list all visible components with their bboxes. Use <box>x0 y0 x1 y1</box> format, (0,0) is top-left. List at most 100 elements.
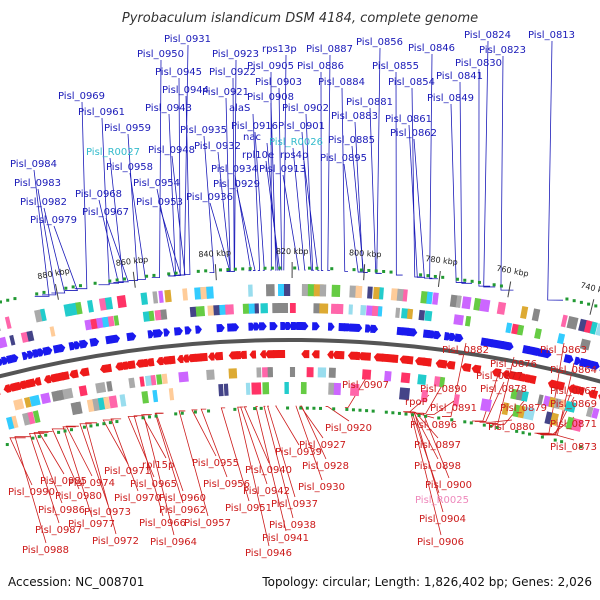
gene-label-top[interactable]: Pisl_0950 <box>137 49 184 60</box>
gene-label-bottom[interactable]: Pisl_0879 <box>500 403 547 414</box>
gene-label-bottom[interactable]: Pisl_0970 <box>114 493 161 504</box>
gene-label-bottom[interactable]: Pisl_0880 <box>488 422 535 433</box>
gene-label-bottom[interactable]: Pisl_0940 <box>245 465 292 476</box>
gene-label-bottom[interactable]: Pisl_0957 <box>184 518 231 529</box>
gene-label-top[interactable]: Pisl_0969 <box>58 91 105 102</box>
gene-label-bottom[interactable]: Pisl_0873 <box>550 442 597 453</box>
gene-label-bottom[interactable]: Pisl_0971 <box>104 466 151 477</box>
gene-label-top[interactable]: Pisl_0823 <box>479 45 526 56</box>
gene-label-bottom[interactable]: Pisl_0937 <box>271 499 318 510</box>
gene-label-top[interactable]: Pisl_0932 <box>194 141 241 152</box>
gene-label-bottom[interactable]: Pisl_0890 <box>420 384 467 395</box>
gene-label-bottom[interactable]: Pisl_0891 <box>430 403 477 414</box>
gene-label-top[interactable]: alaS <box>229 103 250 114</box>
gene-label-bottom[interactable]: Pisl_0951 <box>225 503 272 514</box>
gene-label-top[interactable]: Pisl_0841 <box>436 71 483 82</box>
gene-label-top[interactable]: Pisl_0935 <box>180 125 227 136</box>
gene-label-top[interactable]: Pisl_0813 <box>528 30 575 41</box>
gene-label-top[interactable]: Pisl_0902 <box>282 103 329 114</box>
gene-label-bottom[interactable]: Pisl_0904 <box>419 514 466 525</box>
gene-label-top[interactable]: Pisl_0943 <box>145 103 192 114</box>
gene-label-bottom[interactable]: Pisl_0987 <box>35 525 82 536</box>
gene-label-bottom[interactable]: Pisl_0990 <box>8 487 55 498</box>
gene-label-bottom[interactable]: Pisl_0962 <box>159 505 206 516</box>
gene-label-bottom[interactable]: Pisl_0956 <box>203 479 250 490</box>
gene-label-top[interactable]: Pisl_R0026 <box>269 137 323 148</box>
gene-label-bottom[interactable]: Pisl_0938 <box>269 520 316 531</box>
gene-label-bottom[interactable]: rpoP <box>405 397 428 408</box>
gene-label-top[interactable]: Pisl_0967 <box>82 207 129 218</box>
gene-label-top[interactable]: Pisl_0948 <box>148 145 195 156</box>
gene-label-bottom[interactable]: Pisl_0988 <box>22 545 69 556</box>
gene-label-bottom[interactable]: Pisl_0882 <box>442 345 489 356</box>
gene-label-bottom[interactable]: Pisl_0863 <box>540 345 587 356</box>
gene-label-bottom[interactable]: Pisl_0946 <box>245 548 292 559</box>
gene-label-bottom[interactable]: Pisl_0927 <box>299 440 346 451</box>
gene-label-top[interactable]: Pisl_0959 <box>104 123 151 134</box>
gene-label-bottom[interactable]: Pisl_0960 <box>159 493 206 504</box>
gene-label-top[interactable]: Pisl_0921 <box>202 87 249 98</box>
gene-label-top[interactable]: Pisl_0945 <box>155 67 202 78</box>
gene-label-top[interactable]: Pisl_0913 <box>259 164 306 175</box>
gene-label-bottom[interactable]: Pisl_0928 <box>302 461 349 472</box>
gene-label-top[interactable]: Pisl_0905 <box>247 61 294 72</box>
gene-label-top[interactable]: Pisl_0901 <box>278 121 325 132</box>
gene-label-bottom[interactable]: Pisl_0985 <box>40 476 87 487</box>
gene-label-top[interactable]: Pisl_0916 <box>231 121 278 132</box>
gene-label-top[interactable]: Pisl_0855 <box>372 61 419 72</box>
gene-label-bottom[interactable]: Pisl_0898 <box>414 461 461 472</box>
gene-label-top[interactable]: nac <box>243 132 261 143</box>
gene-label-bottom[interactable]: Pisl_0973 <box>84 507 131 518</box>
gene-label-bottom[interactable]: Pisl_0897 <box>414 440 461 451</box>
gene-label-bottom[interactable]: Pisl_0930 <box>298 482 345 493</box>
gene-label-top[interactable]: Pisl_0846 <box>408 43 455 54</box>
gene-label-top[interactable]: Pisl_0824 <box>464 30 511 41</box>
gene-label-bottom[interactable]: rpl15p <box>142 460 174 471</box>
gene-label-top[interactable]: Pisl_0929 <box>213 179 260 190</box>
gene-label-bottom[interactable]: Pisl_0864 <box>550 365 597 376</box>
gene-label-bottom[interactable]: Pisl_0871 <box>550 419 597 430</box>
gene-label-top[interactable]: rps13p <box>262 44 297 55</box>
gene-label-top[interactable]: Pisl_0895 <box>320 153 367 164</box>
gene-label-top[interactable]: Pisl_0936 <box>186 192 233 203</box>
gene-label-bottom[interactable]: Pisl_0965 <box>130 479 177 490</box>
gene-label-bottom[interactable]: Pisl_0986 <box>38 505 85 516</box>
gene-label-top[interactable]: Pisl_0849 <box>427 93 474 104</box>
gene-label-top[interactable]: Pisl_0979 <box>30 215 77 226</box>
gene-label-bottom[interactable]: Pisl_0942 <box>243 486 290 497</box>
gene-label-bottom[interactable]: Pisl_0869 <box>550 399 597 410</box>
gene-label-top[interactable]: Pisl_0953 <box>136 197 183 208</box>
gene-label-bottom[interactable]: Pisl_0980 <box>55 491 102 502</box>
gene-label-top[interactable]: Pisl_0881 <box>346 97 393 108</box>
gene-label-top[interactable]: Pisl_0884 <box>318 77 365 88</box>
gene-label-bottom[interactable]: Pisl_0907 <box>342 380 389 391</box>
gene-label-top[interactable]: rps4p <box>280 150 308 161</box>
gene-label-top[interactable]: Pisl_0934 <box>211 164 258 175</box>
gene-label-bottom[interactable]: Pisl_0900 <box>425 480 472 491</box>
gene-label-top[interactable]: Pisl_0861 <box>385 114 432 125</box>
gene-label-bottom[interactable]: Pisl_0878 <box>480 384 527 395</box>
gene-label-top[interactable]: Pisl_0931 <box>164 34 211 45</box>
gene-label-bottom[interactable]: Pisl_0966 <box>139 518 186 529</box>
gene-label-bottom[interactable]: Pisl_0972 <box>92 536 139 547</box>
gene-label-bottom[interactable]: Pisl_0939 <box>275 447 322 458</box>
gene-label-top[interactable]: Pisl_0883 <box>331 111 378 122</box>
gene-label-bottom[interactable]: Pisl_0964 <box>150 537 197 548</box>
gene-label-top[interactable]: Pisl_0854 <box>388 77 435 88</box>
gene-label-top[interactable]: Pisl_0958 <box>106 162 153 173</box>
gene-label-top[interactable]: Pisl_0983 <box>14 178 61 189</box>
gene-label-top[interactable]: Pisl_0903 <box>255 77 302 88</box>
gene-label-top[interactable]: Pisl_0862 <box>390 128 437 139</box>
gene-label-top[interactable]: Pisl_0968 <box>75 189 122 200</box>
gene-label-bottom[interactable]: Pisl_0867 <box>550 386 597 397</box>
gene-label-bottom[interactable]: Pisl_0974 <box>68 478 115 489</box>
gene-label-top[interactable]: Pisl_0944 <box>162 85 209 96</box>
gene-label-top[interactable]: Pisl_0922 <box>209 67 256 78</box>
gene-label-top[interactable]: Pisl_0886 <box>297 61 344 72</box>
gene-label-bottom[interactable]: Pisl_0955 <box>192 458 239 469</box>
gene-label-bottom[interactable]: Pisl_0896 <box>410 420 457 431</box>
gene-label-top[interactable]: Pisl_0885 <box>328 135 375 146</box>
gene-label-bottom[interactable]: Pisl_0906 <box>417 537 464 548</box>
gene-label-bottom[interactable]: Pisl_0941 <box>262 533 309 544</box>
